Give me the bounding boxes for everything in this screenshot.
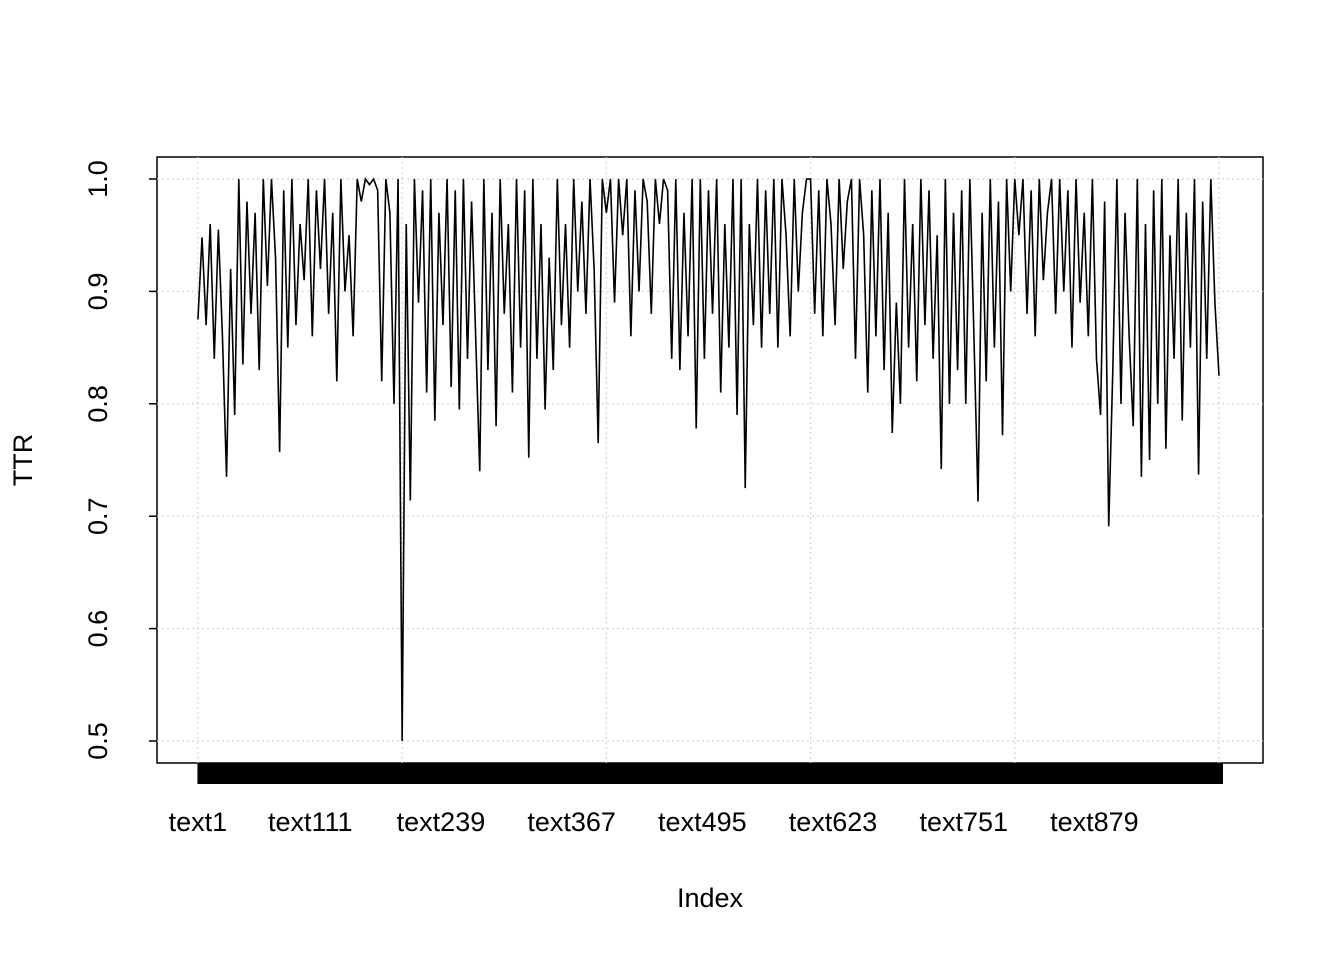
x-tick-label: text623	[789, 807, 878, 837]
y-tick-label: 1.0	[83, 160, 113, 198]
x-tick-label: text879	[1050, 807, 1139, 837]
x-tick-label: text111	[268, 807, 353, 837]
x-tick-label: text1	[169, 807, 228, 837]
y-axis-title: TTR	[8, 434, 38, 486]
x-tick-label: text751	[919, 807, 1008, 837]
x-tick-bar	[197, 763, 1223, 784]
y-tick-label: 0.8	[83, 385, 113, 423]
x-tick-label: text367	[527, 807, 616, 837]
x-axis-title: Index	[677, 883, 744, 913]
y-tick-label: 0.6	[83, 610, 113, 648]
x-tick-label: text239	[397, 807, 486, 837]
y-tick-label: 0.7	[83, 497, 113, 535]
x-tick-label: text495	[658, 807, 747, 837]
y-tick-label: 0.9	[83, 273, 113, 311]
data-line	[197, 177, 1220, 741]
y-tick-label: 0.5	[83, 722, 113, 760]
